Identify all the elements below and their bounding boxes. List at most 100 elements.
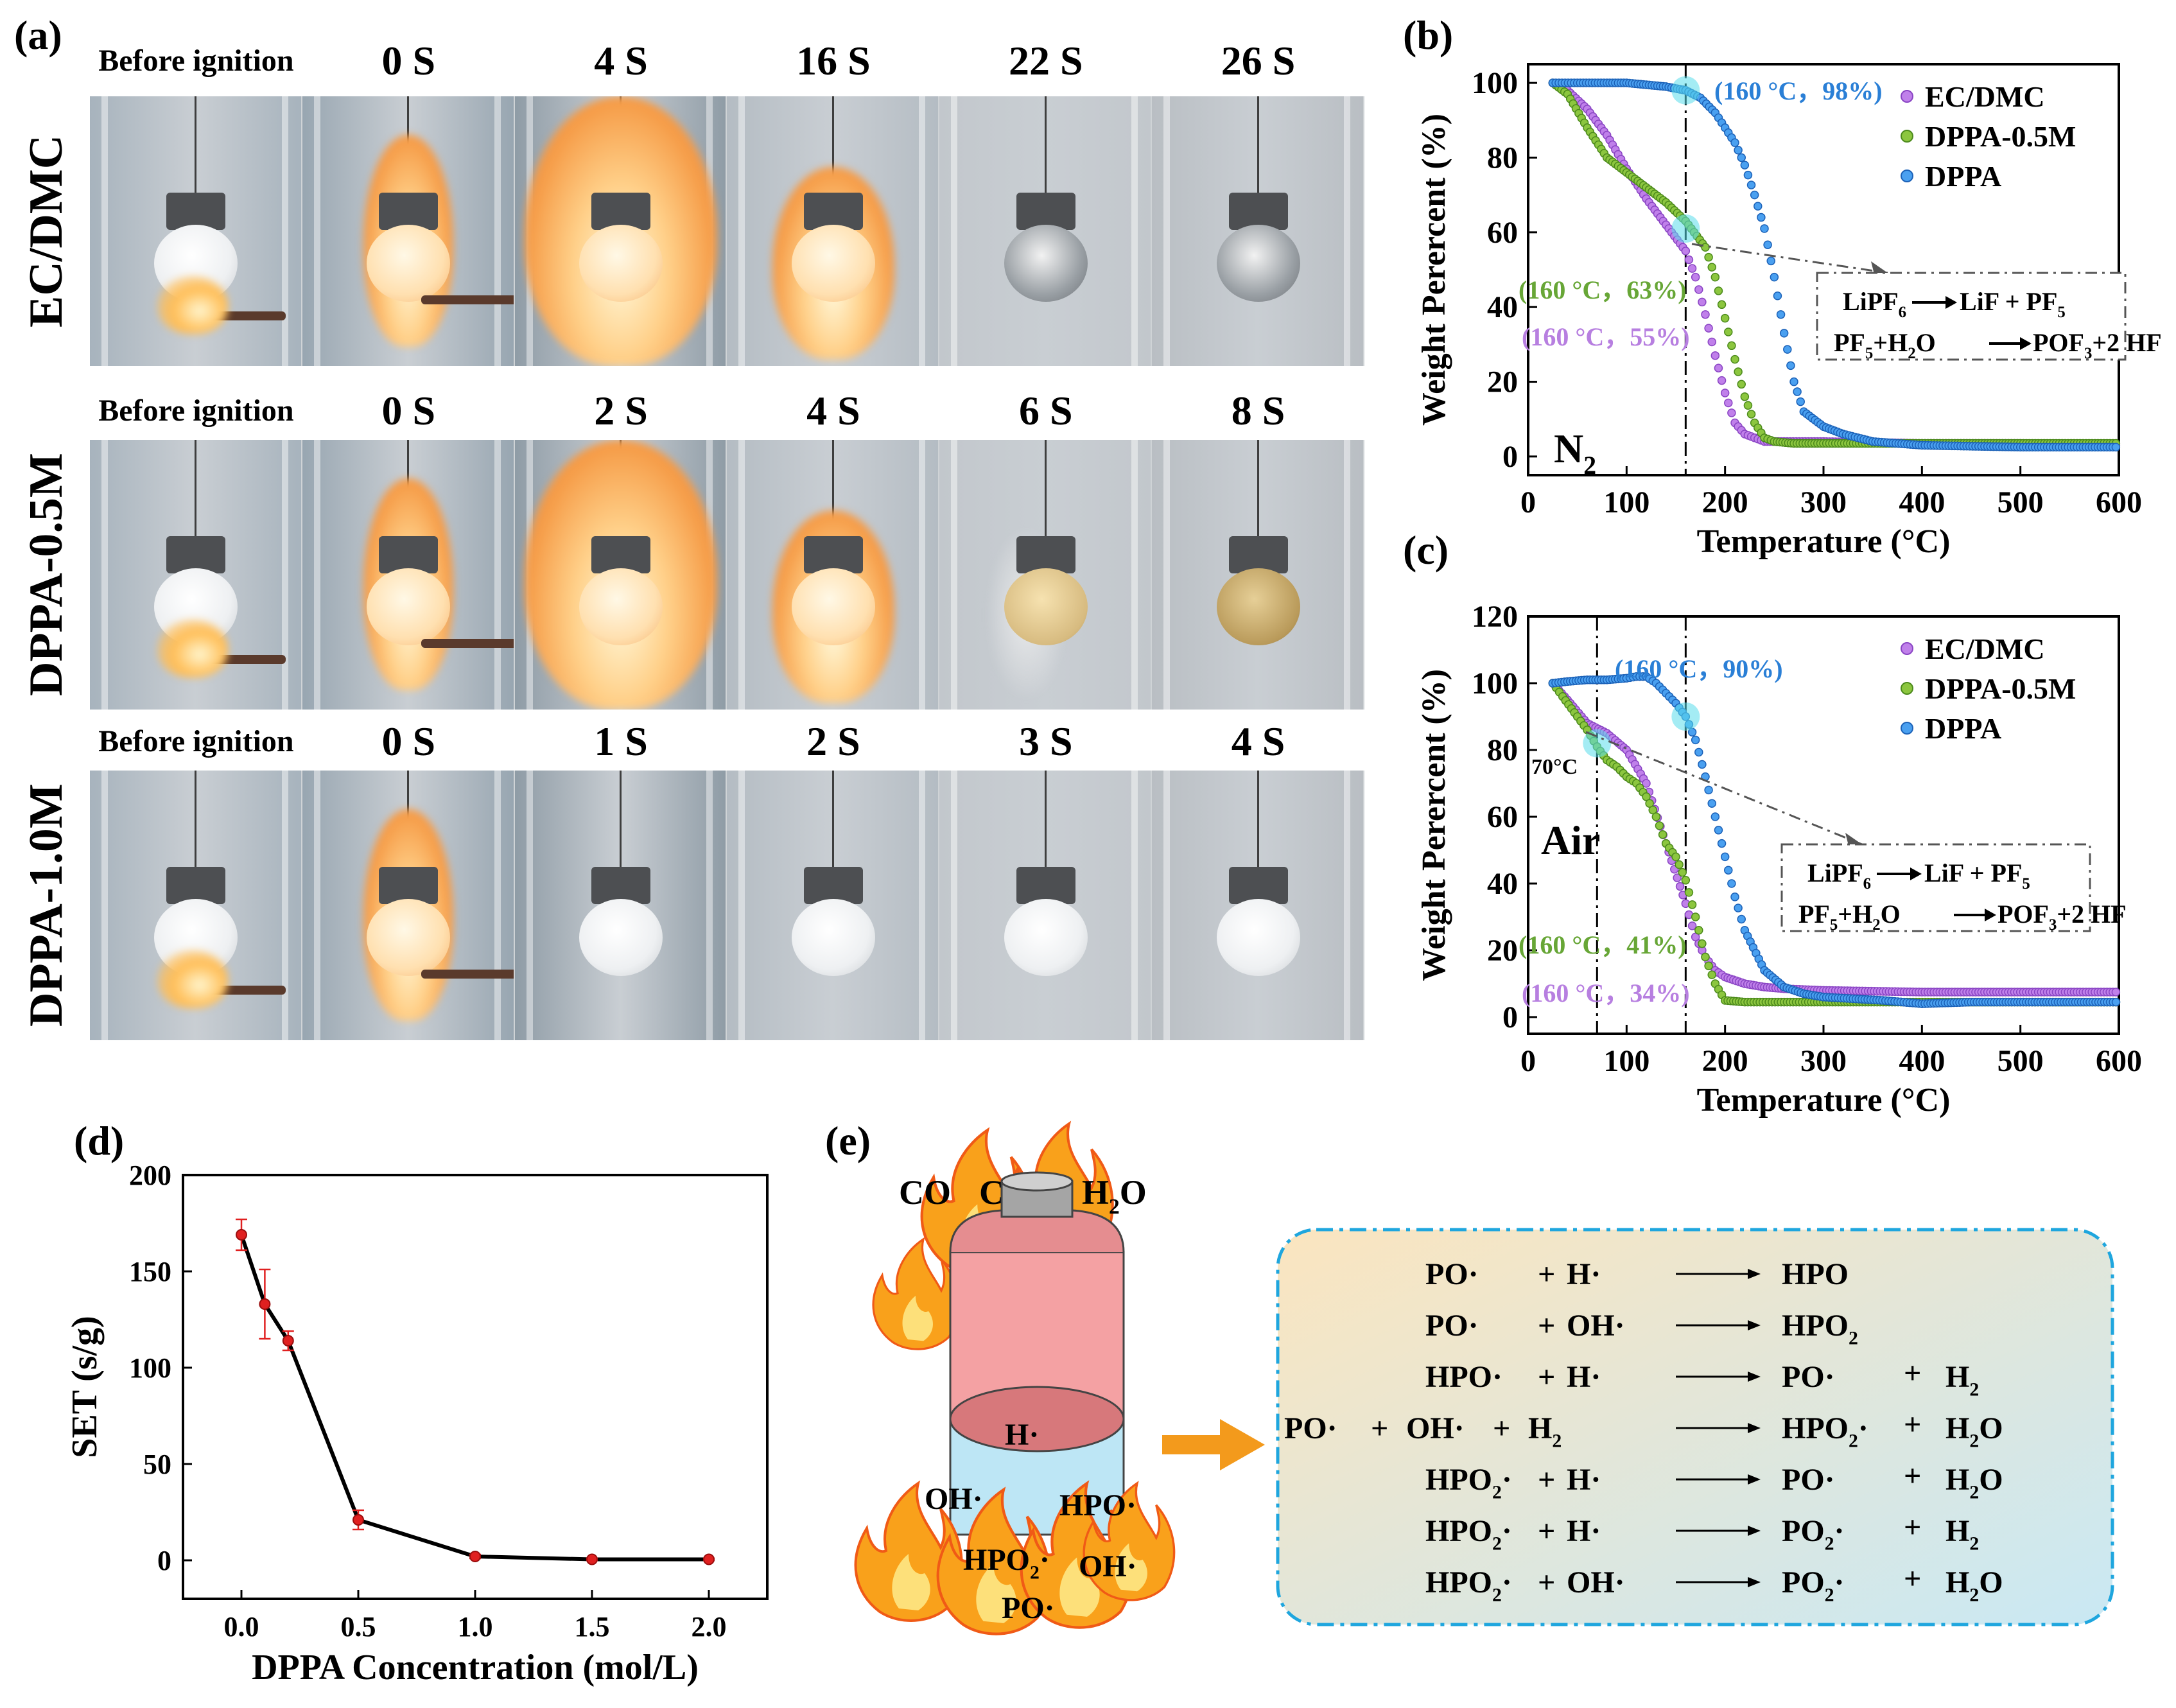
panel-c-label: (c) [1403, 527, 1449, 573]
photo-strip [90, 96, 1364, 366]
point-annotation: (160 °C，98%) [1714, 76, 1883, 105]
burn-test-photo [939, 771, 1153, 1040]
y-tick-label: 60 [1487, 216, 1518, 250]
text-part: LiPF [1807, 858, 1863, 887]
glass-rod [1163, 96, 1171, 366]
subscript: 2 [1492, 1481, 1502, 1503]
x-tick-label: 2.0 [692, 1611, 727, 1643]
atmosphere-label: Air [1541, 817, 1600, 863]
time-label: 3 S [1018, 719, 1073, 764]
subscript: 2 [1552, 1430, 1562, 1451]
plus-sign: + [1538, 1360, 1555, 1394]
text-part: O [1120, 1173, 1147, 1212]
lighter-rod [209, 655, 286, 664]
text-part: O [1979, 1463, 2003, 1497]
data-point [1707, 799, 1716, 808]
data-point [1698, 760, 1707, 769]
burn-test-photo [302, 440, 515, 710]
y-tick-label: 100 [1472, 667, 1518, 701]
reactant: H· [1567, 1463, 1601, 1497]
x-tick-label: 500 [1998, 485, 2044, 519]
x-tick-label: 0 [1520, 485, 1536, 519]
reaction-box [1780, 843, 2091, 932]
subscript: 2 [1492, 1533, 1502, 1554]
flame-inner [976, 1564, 1016, 1623]
glass-rod [281, 96, 288, 366]
text-part: PO· [1425, 1257, 1479, 1291]
data-point [1760, 224, 1769, 233]
product: PO2· [1782, 1514, 1845, 1554]
data-point [1770, 272, 1779, 282]
text-part: POF [2033, 328, 2084, 357]
reactant: H· [1567, 1514, 1601, 1548]
text-part: · [1502, 1514, 1512, 1548]
reaction-text: LiPF6 [1843, 287, 1906, 321]
text-part: · [1040, 1543, 1050, 1577]
y-tick-label: 200 [129, 1160, 171, 1191]
flame-inner [1059, 1557, 1100, 1617]
data-point [1675, 882, 1685, 891]
binder-clip [379, 193, 439, 230]
data-point [353, 1514, 364, 1526]
binder-clip [591, 536, 651, 573]
data-point [1658, 830, 1667, 839]
text-part: H [1082, 1173, 1109, 1212]
burn-test-photo [727, 96, 940, 366]
legend-label: DPPA [1925, 712, 2001, 745]
pointer-arrow [1691, 243, 1888, 274]
reaction-arrow-head [1748, 1526, 1761, 1536]
reaction-arrow-head [1748, 1269, 1761, 1279]
legend-label: EC/DMC [1925, 632, 2045, 665]
data-point [1783, 345, 1792, 354]
glass-fiber-ball [1004, 225, 1088, 302]
product: PO2· [1782, 1565, 1845, 1605]
data-point [1655, 821, 1664, 830]
data-point [1681, 876, 1691, 885]
data-point [1793, 387, 1802, 396]
y-tick-label: 20 [1487, 934, 1518, 968]
time-label: 2 S [594, 388, 648, 433]
text-part: O [1916, 328, 1936, 357]
subscript: 2 [1969, 1584, 1979, 1605]
burn-test-photo [514, 771, 727, 1040]
time-label: 4 S [1231, 719, 1285, 764]
x-tick-label: 1.0 [458, 1611, 493, 1643]
text-part: HPO [1425, 1514, 1492, 1548]
binder-clip [1228, 193, 1288, 230]
radical-label: HPO2· [963, 1543, 1050, 1583]
plus-sign: + [1904, 1459, 1921, 1493]
binder-clip [1228, 867, 1288, 904]
reactant: H2 [1528, 1411, 1562, 1451]
plus-sign: + [1538, 1565, 1555, 1599]
data-point [1714, 826, 1723, 835]
highlight-marker [1671, 214, 1700, 243]
data-point [1727, 879, 1736, 888]
binder-clip [1016, 867, 1075, 904]
y-axis-label: SET (s/g) [65, 1316, 105, 1458]
subscript: 2 [1109, 1195, 1120, 1219]
subscript: 2 [1969, 1533, 1979, 1554]
reaction-text: PF5+H2O [1798, 900, 1901, 934]
lighter-rod [421, 970, 514, 979]
text-part: +H [1838, 900, 1872, 928]
data-point [1724, 398, 1733, 408]
text-part: PO· [1002, 1591, 1055, 1625]
binder-clip [166, 867, 226, 904]
radical-label: OH· [925, 1482, 983, 1516]
atmosphere-label: N2 [1554, 426, 1596, 480]
data-point [1740, 161, 1750, 170]
reactant: OH· [1406, 1411, 1465, 1445]
glass-rod [706, 771, 713, 1040]
subscript: 5 [1830, 916, 1838, 934]
data-point [1717, 376, 1727, 385]
subscript: 2 [1825, 1533, 1834, 1554]
data-point [1678, 867, 1687, 877]
glass-fiber-ball [791, 225, 875, 302]
data-point [1707, 263, 1716, 272]
text-part: HPO [1782, 1309, 1849, 1343]
bottle-cap-top [1000, 1171, 1074, 1192]
text-part: H [1945, 1514, 1969, 1548]
glass-rod [919, 440, 926, 710]
data-point [1710, 351, 1720, 360]
text-part: · [1502, 1463, 1512, 1497]
